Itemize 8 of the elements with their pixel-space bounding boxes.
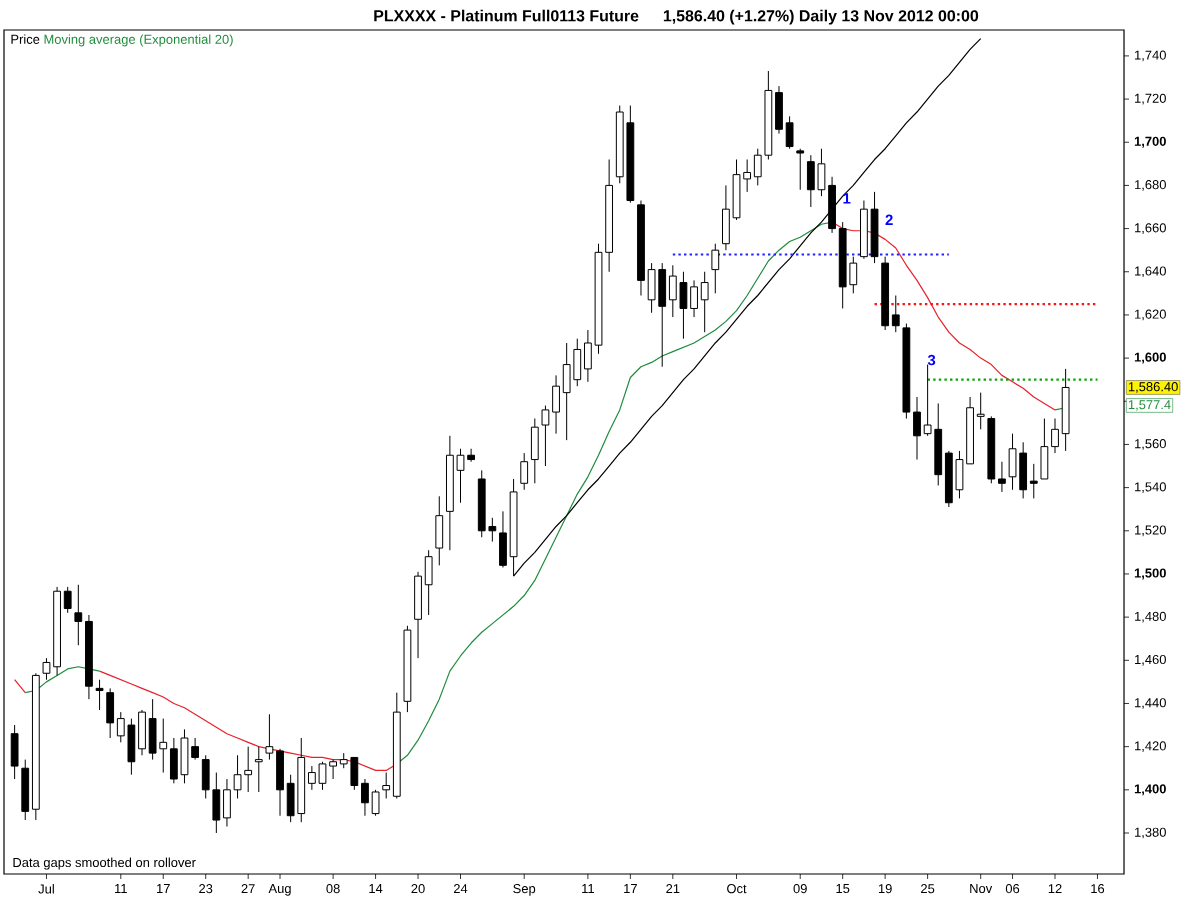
candlestick [254,746,263,793]
candlestick [435,495,444,566]
candlestick [520,452,529,491]
candlestick [711,243,720,294]
candlestick [796,148,805,191]
candlestick [530,418,539,484]
candlestick [10,724,19,780]
candlestick [95,679,104,711]
